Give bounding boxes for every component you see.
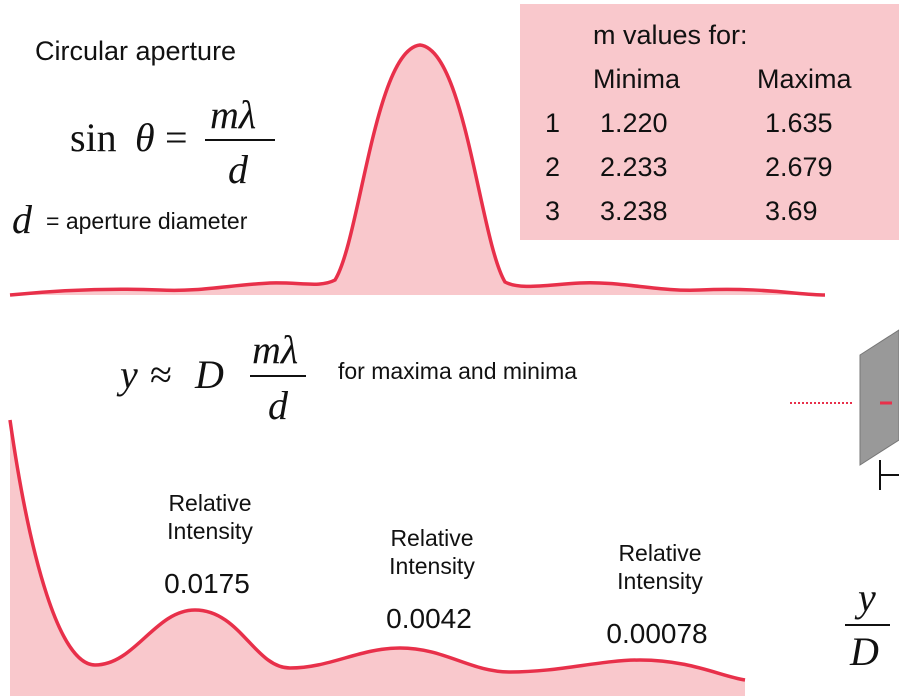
formula-eq: = <box>165 118 188 158</box>
table-cell: 1.635 <box>765 110 833 137</box>
formula2-note: for maxima and minima <box>338 360 577 383</box>
aperture-symbol: d <box>12 200 32 240</box>
table-cell: 1.220 <box>600 110 668 137</box>
page: Circular aperture sin θ = mλ d d = apert… <box>0 0 899 696</box>
peak-value: 0.00078 <box>577 620 737 648</box>
table-header: Minima <box>593 66 680 93</box>
peak-value: 0.0175 <box>127 570 287 598</box>
table-cell: 2 <box>545 154 560 181</box>
formula2-factor: D <box>195 355 224 395</box>
screen <box>860 330 899 465</box>
table-caption: m values for: <box>593 22 748 49</box>
formula2-den: d <box>268 386 288 426</box>
formula2-num: mλ <box>252 330 298 370</box>
formula-fn: sin <box>70 118 117 158</box>
title: Circular aperture <box>35 38 236 65</box>
table-cell: 2.679 <box>765 154 833 181</box>
table-header: Maxima <box>757 66 852 93</box>
table-cell: 1 <box>545 110 560 137</box>
table-cell: 3.69 <box>765 198 818 225</box>
side-den: D <box>850 632 879 672</box>
formula2-approx: ≈ <box>150 355 172 395</box>
peak-label: Relative Intensity <box>590 540 730 595</box>
table-cell: 3 <box>545 198 560 225</box>
aperture-text: = aperture diameter <box>46 210 247 233</box>
peak-label: Relative Intensity <box>362 525 502 580</box>
side-num: y <box>858 578 876 618</box>
formula2-lhs: y <box>120 355 138 395</box>
formula-num: mλ <box>210 95 256 135</box>
table-cell: 3.238 <box>600 198 668 225</box>
formula-var: θ <box>135 118 155 158</box>
peak-value: 0.0042 <box>349 605 509 633</box>
formula-den: d <box>228 150 248 190</box>
table-cell: 2.233 <box>600 154 668 181</box>
peak-label: Relative Intensity <box>140 490 280 545</box>
